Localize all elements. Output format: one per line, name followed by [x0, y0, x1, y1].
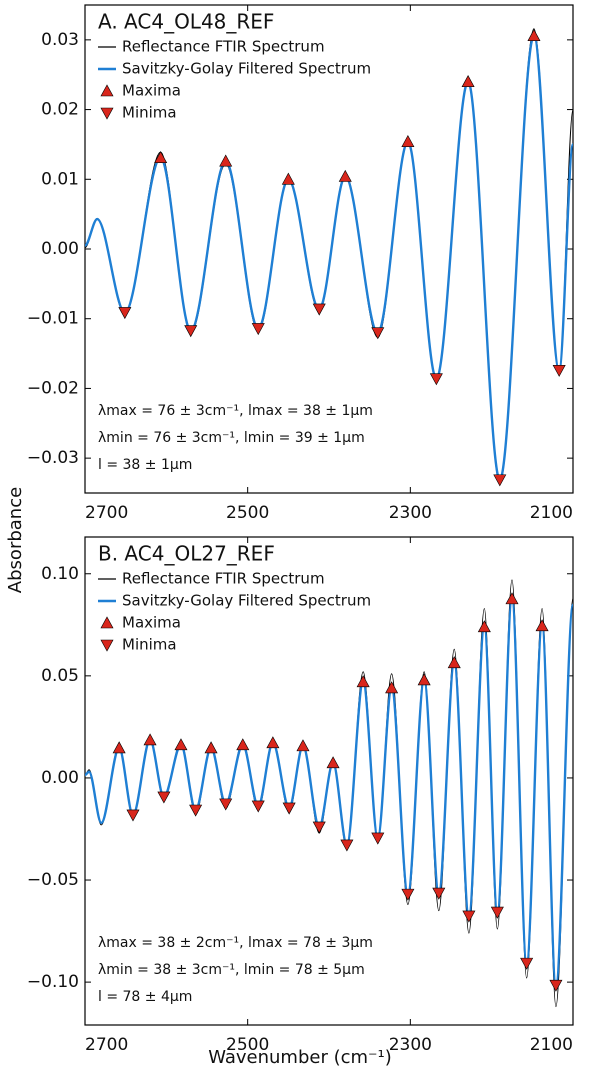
x-tick-label: 2500: [226, 503, 269, 523]
maximum-marker: [281, 172, 295, 185]
maximum-marker: [204, 741, 218, 754]
y-tick-label: 0.03: [41, 30, 79, 50]
y-tick-label: 0.00: [41, 768, 79, 788]
minimum-marker: [340, 839, 354, 852]
maximum-marker: [154, 151, 168, 163]
legend-label: Minima: [122, 104, 177, 122]
x-axis-label: Wavenumber (cm⁻¹): [208, 1047, 392, 1068]
maximum-marker: [112, 741, 126, 754]
annotation: λmin = 76 ± 3cm⁻¹, lmin = 39 ± 1μm: [98, 430, 365, 446]
y-axis-label: Absorbance: [5, 487, 26, 593]
minimum-marker: [490, 906, 504, 919]
maximum-marker: [417, 673, 431, 686]
y-tick-label: −0.01: [27, 309, 79, 329]
y-tick-label: 0.10: [41, 564, 79, 584]
maximum-marker: [527, 29, 541, 41]
minimum-marker: [312, 821, 326, 834]
legend-label: Savitzky-Golay Filtered Spectrum: [122, 592, 371, 610]
y-tick-label: −0.03: [27, 448, 79, 468]
legend-label: Minima: [122, 636, 177, 654]
maximum-marker: [535, 619, 549, 632]
minimum-marker: [126, 809, 140, 822]
minimum-marker: [462, 910, 476, 923]
legend-label: Reflectance FTIR Spectrum: [122, 570, 325, 588]
maximum-marker: [326, 756, 340, 769]
minimum-marker: [219, 798, 233, 811]
minimum-marker: [549, 979, 563, 992]
maximum-marker: [356, 675, 370, 688]
legend-label: Maxima: [122, 614, 181, 632]
annotation: l = 78 ± 4μm: [98, 989, 192, 1005]
minimum-marker: [189, 804, 203, 817]
annotation: λmax = 38 ± 2cm⁻¹, lmax = 78 ± 3μm: [98, 935, 373, 951]
maximum-marker: [143, 733, 157, 746]
legend-label: Savitzky-Golay Filtered Spectrum: [122, 60, 371, 78]
annotation: λmax = 76 ± 3cm⁻¹, lmax = 38 ± 1μm: [98, 403, 373, 419]
maximum-marker: [401, 135, 415, 147]
y-tick-label: 0.01: [41, 169, 79, 189]
maximum-marker: [266, 736, 280, 749]
minimum-marker: [493, 474, 507, 487]
minimum-marker: [312, 303, 326, 316]
legend-label: Maxima: [122, 82, 181, 100]
minimum-marker: [251, 800, 265, 813]
minimum-marker: [429, 373, 443, 386]
maximum-marker: [338, 169, 352, 182]
legend-swatch: [100, 639, 114, 652]
maximum-marker: [505, 592, 519, 605]
x-tick-label: 2300: [389, 503, 432, 523]
minimum-marker: [371, 327, 385, 340]
x-tick-label: 2100: [530, 503, 573, 523]
legend-swatch: [100, 84, 114, 97]
legend-label: Reflectance FTIR Spectrum: [122, 38, 325, 56]
minimum-marker: [432, 887, 446, 900]
maximum-marker: [447, 656, 461, 669]
maximum-marker: [296, 739, 310, 752]
plot-frame: [84, 536, 574, 1026]
y-tick-label: 0.05: [41, 666, 79, 686]
annotation: λmin = 38 ± 3cm⁻¹, lmin = 78 ± 5μm: [98, 962, 365, 978]
x-tick-label: 2500: [226, 1035, 269, 1055]
legend-swatch: [100, 107, 114, 120]
minimum-marker: [282, 802, 296, 815]
annotation: l = 38 ± 1μm: [98, 457, 192, 473]
y-tick-label: 0.00: [41, 239, 79, 259]
maximum-marker: [236, 738, 250, 751]
y-tick-label: −0.10: [27, 972, 79, 992]
y-tick-label: 0.02: [41, 100, 79, 120]
y-tick-label: −0.05: [27, 870, 79, 890]
maximum-marker: [477, 620, 491, 633]
minimum-marker: [118, 307, 132, 320]
minimum-marker: [401, 888, 415, 901]
x-tick-label: 2100: [530, 1035, 573, 1055]
maximum-marker: [461, 75, 475, 87]
panel-title: B. AC4_OL27_REF: [98, 542, 275, 566]
spectrum-line: [84, 597, 575, 987]
maximum-marker: [219, 154, 233, 167]
panel-title: A. AC4_OL48_REF: [98, 10, 274, 34]
minimum-marker: [520, 957, 534, 970]
minimum-marker: [552, 365, 566, 377]
x-tick-label: 2700: [85, 1035, 128, 1055]
maximum-marker: [174, 738, 188, 751]
minimum-marker: [157, 791, 171, 804]
plot-frame: [84, 4, 574, 494]
minimum-marker: [184, 325, 198, 338]
maximum-marker: [385, 681, 399, 694]
minimum-marker: [371, 832, 385, 845]
legend-swatch: [100, 616, 114, 629]
minimum-marker: [251, 323, 265, 336]
spectrum-line: [84, 34, 575, 481]
y-tick-label: −0.02: [27, 378, 79, 398]
x-tick-label: 2300: [389, 1035, 432, 1055]
x-tick-label: 2700: [85, 503, 128, 523]
